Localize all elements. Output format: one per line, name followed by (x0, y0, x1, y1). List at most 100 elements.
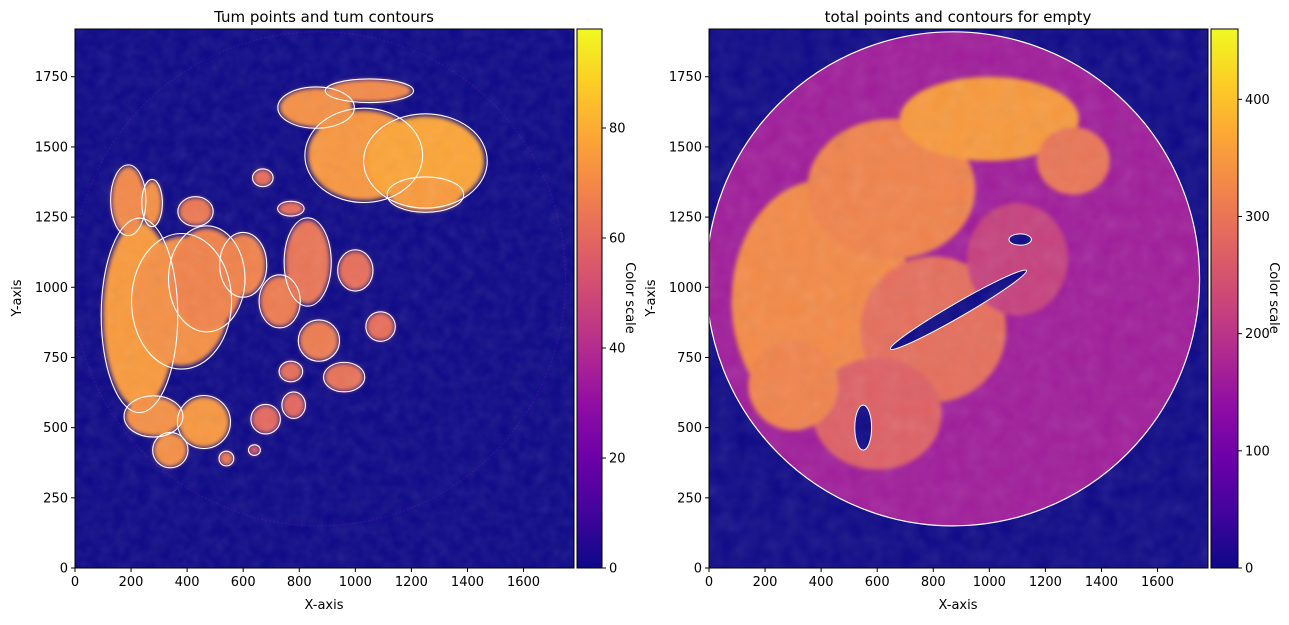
texture-overlay (75, 29, 574, 568)
y-tick-label: 1750 (669, 70, 702, 85)
contour-line (322, 361, 366, 393)
contour-line (281, 391, 306, 419)
y-tick-label: 1000 (35, 281, 68, 296)
x-tick-label: 200 (119, 575, 144, 590)
y-tick-label: 750 (677, 351, 702, 366)
x-tick-label: 0 (705, 575, 713, 590)
colorbar-tick-label: 80 (609, 122, 626, 137)
colorbar-tick-label: 20 (609, 452, 626, 467)
contour-line (304, 107, 424, 204)
left-colorbar-label: Color scale (622, 262, 637, 334)
contour-line (141, 178, 163, 228)
contour-line (247, 444, 261, 456)
y-tick-label: 250 (43, 491, 68, 506)
left-x-axis-label: X-axis (305, 598, 344, 613)
right-x-axis-label: X-axis (939, 598, 978, 613)
x-tick-label: 600 (865, 575, 890, 590)
contour-line (110, 164, 147, 237)
contour-line (130, 232, 233, 370)
y-tick-label: 500 (677, 421, 702, 436)
y-tick-label: 1750 (35, 70, 68, 85)
x-tick-label: 1000 (339, 575, 372, 590)
contour-line (123, 395, 184, 438)
right-colorbar-ticks: 0 100 200 300 400 (1238, 93, 1270, 577)
x-tick-label: 0 (71, 575, 79, 590)
x-tick-label: 1200 (395, 575, 428, 590)
contour-line (177, 196, 214, 227)
contour-line (277, 200, 305, 217)
y-tick-label: 500 (43, 421, 68, 436)
right-plot-frame (708, 28, 1209, 569)
contour-line (277, 86, 355, 129)
left-x-ticks: 0 200 400 600 800 1000 1200 1400 1600 (71, 568, 540, 590)
contour-line (250, 403, 281, 435)
texture-overlay (709, 29, 1208, 568)
x-tick-label: 400 (175, 575, 200, 590)
x-tick-label: 1400 (1085, 575, 1118, 590)
contour-line (100, 217, 179, 414)
left-colorbar-ticks: 0 20 40 60 80 (602, 122, 626, 577)
y-tick-label: 250 (677, 491, 702, 506)
colorbar-tick-label: 100 (1245, 444, 1270, 459)
x-tick-label: 1600 (507, 575, 540, 590)
left-plot-frame (74, 28, 575, 569)
x-tick-label: 800 (921, 575, 946, 590)
contour-line (337, 249, 374, 292)
right-x-ticks: 0 200 400 600 800 1000 1200 1400 1600 (705, 568, 1174, 590)
contours (709, 31, 1201, 527)
x-tick-label: 1600 (1141, 575, 1174, 590)
x-tick-label: 800 (287, 575, 312, 590)
x-tick-label: 200 (753, 575, 778, 590)
x-tick-label: 1400 (451, 575, 484, 590)
colorbar-tick-label: 0 (1245, 562, 1253, 577)
y-tick-label: 1500 (669, 140, 702, 155)
right-colorbar (1210, 28, 1239, 569)
left-y-axis-label: Y-axis (10, 279, 25, 317)
y-tick-label: 0 (694, 562, 702, 577)
contour-line (218, 450, 235, 467)
right-y-axis-label: Y-axis (644, 279, 659, 317)
y-tick-label: 1250 (669, 211, 702, 226)
y-tick-label: 1000 (669, 281, 702, 296)
left-panel: Tum points and tum contours 0 200 400 600 80… (10, 8, 637, 613)
x-tick-label: 600 (231, 575, 256, 590)
contours (100, 78, 488, 469)
contour-line (889, 269, 1028, 350)
contour-line (176, 394, 231, 450)
left-y-ticks: 0 250 500 750 1000 1250 1500 1750 (35, 70, 75, 577)
contour-line (386, 176, 465, 213)
contour-line (258, 274, 301, 329)
contour-line (365, 311, 396, 342)
colorbar-tick-label: 40 (609, 342, 626, 357)
x-tick-label: 1000 (973, 575, 1006, 590)
left-plot-area (75, 29, 574, 568)
contour-line (152, 431, 189, 469)
colorbar-tick-label: 0 (609, 562, 617, 577)
contour-line (283, 217, 332, 307)
colorbar-tick-label: 400 (1245, 93, 1270, 108)
contour-line (251, 168, 274, 188)
right-chart-title: total points and contours for empty (825, 8, 1092, 26)
contour-line (709, 31, 1201, 527)
left-colorbar (576, 28, 603, 569)
x-tick-label: 1200 (1029, 575, 1062, 590)
contour-line (854, 404, 873, 451)
colorbar-tick-label: 60 (609, 232, 626, 247)
right-y-ticks: 0 250 500 750 1000 1250 1500 1750 (669, 70, 709, 577)
contour-line (297, 319, 341, 362)
right-panel: total points and contours for empty 0 200… (644, 8, 1281, 613)
right-plot-area (709, 29, 1208, 568)
contour-line (1008, 233, 1032, 246)
y-tick-label: 1500 (35, 140, 68, 155)
contour-line (324, 78, 415, 104)
left-chart-title: Tum points and tum contours (213, 8, 434, 26)
colorbar-tick-label: 200 (1245, 327, 1270, 342)
contour-line (363, 113, 488, 209)
colorbar-tick-label: 300 (1245, 210, 1270, 225)
contour-line (167, 225, 246, 333)
contour-line (278, 360, 304, 383)
y-tick-label: 0 (60, 562, 68, 577)
contour-line (219, 231, 268, 298)
y-tick-label: 1250 (35, 211, 68, 226)
